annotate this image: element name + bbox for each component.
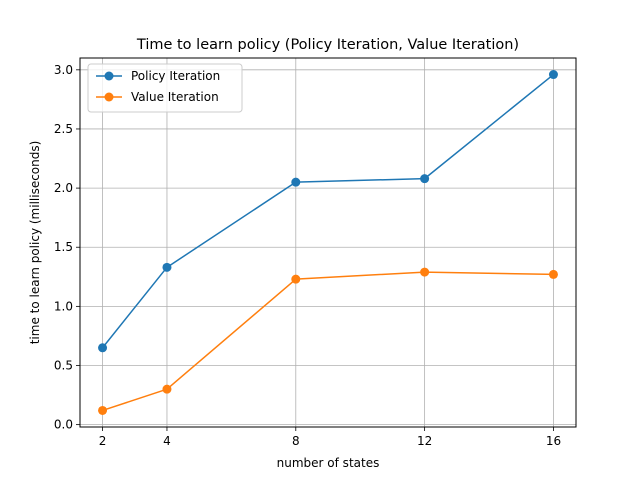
series-2-point: [548, 269, 558, 279]
legend-box: [87, 63, 243, 113]
legend-swatch-marker: [104, 71, 114, 81]
grid-lines: [80, 58, 576, 427]
y-tick-label: 2.5: [54, 122, 73, 136]
axis-ticks: 2 4 8 12 16 0.0 0.5 1.0 1.5 2.0 2.5 3.0: [54, 63, 561, 448]
series-2-point: [98, 405, 108, 415]
series-1-point: [291, 177, 301, 187]
y-tick-label: 0.5: [54, 359, 73, 373]
legend: Policy Iteration Value Iteration: [87, 63, 243, 113]
series-2-point: [162, 384, 172, 394]
x-tick-label: 4: [163, 434, 171, 448]
y-tick-label: 3.0: [54, 63, 73, 77]
series-1-point: [162, 262, 172, 272]
x-axis-label: number of states: [277, 456, 380, 470]
series-2-point: [291, 274, 301, 284]
x-tick-label: 8: [292, 434, 300, 448]
plot-area-frame: [79, 57, 577, 428]
legend-label: Value Iteration: [131, 90, 219, 104]
legend-swatch-marker: [104, 92, 114, 102]
x-tick-label: 2: [99, 434, 107, 448]
series-1-point: [420, 174, 430, 184]
x-tick-label: 12: [417, 434, 432, 448]
y-tick-label: 2.0: [54, 181, 73, 195]
series-layer: [98, 70, 558, 415]
chart-title: Time to learn policy (Policy Iteration, …: [136, 37, 519, 53]
y-axis-label: time to learn policy (milliseconds): [28, 141, 42, 345]
series-1-point: [548, 70, 558, 80]
series-2-point: [420, 267, 430, 277]
y-tick-label: 0.0: [54, 418, 73, 432]
y-tick-label: 1.5: [54, 240, 73, 254]
series-1-point: [98, 343, 108, 353]
y-tick-label: 1.0: [54, 299, 73, 313]
x-tick-label: 16: [546, 434, 561, 448]
legend-label: Policy Iteration: [131, 69, 220, 83]
